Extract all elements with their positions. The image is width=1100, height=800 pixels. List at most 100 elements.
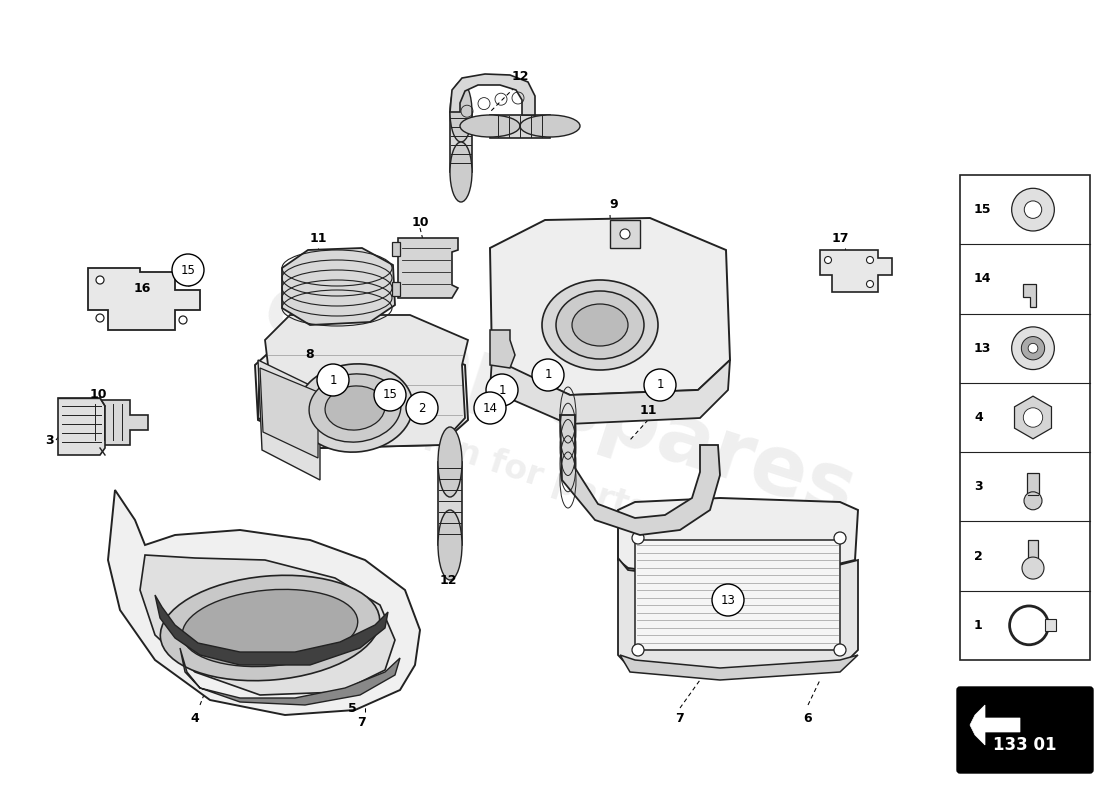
Polygon shape	[58, 398, 104, 455]
Polygon shape	[398, 238, 458, 298]
Circle shape	[834, 532, 846, 544]
Ellipse shape	[520, 115, 580, 137]
Text: 1: 1	[974, 619, 982, 632]
Text: 3: 3	[974, 480, 982, 494]
Text: 15: 15	[180, 263, 196, 277]
Text: 4: 4	[974, 411, 982, 424]
Polygon shape	[618, 498, 858, 578]
Polygon shape	[392, 282, 400, 296]
Polygon shape	[620, 655, 858, 680]
Polygon shape	[258, 315, 468, 448]
Polygon shape	[155, 595, 388, 665]
Text: 12: 12	[512, 70, 529, 82]
Polygon shape	[490, 218, 730, 395]
Text: 16: 16	[133, 282, 151, 294]
Circle shape	[825, 257, 832, 263]
Polygon shape	[1045, 619, 1056, 631]
Ellipse shape	[438, 510, 462, 580]
Circle shape	[96, 314, 104, 322]
Circle shape	[644, 369, 676, 401]
Polygon shape	[282, 248, 395, 325]
Ellipse shape	[572, 304, 628, 346]
Polygon shape	[618, 558, 858, 675]
Circle shape	[712, 584, 744, 616]
Text: 3: 3	[46, 434, 54, 446]
Ellipse shape	[309, 374, 400, 442]
Ellipse shape	[183, 590, 358, 666]
Text: 12: 12	[439, 574, 456, 586]
Text: 14: 14	[974, 273, 991, 286]
Text: 1: 1	[329, 374, 337, 386]
Polygon shape	[450, 74, 535, 115]
Polygon shape	[610, 220, 640, 248]
Circle shape	[532, 359, 564, 391]
Text: 11: 11	[309, 231, 327, 245]
Text: 15: 15	[974, 203, 991, 216]
Polygon shape	[258, 360, 320, 480]
Polygon shape	[1023, 284, 1036, 307]
Circle shape	[96, 276, 104, 284]
Polygon shape	[392, 242, 400, 256]
Polygon shape	[490, 330, 515, 368]
Text: 7: 7	[675, 711, 684, 725]
Text: 10: 10	[411, 215, 429, 229]
Polygon shape	[450, 112, 472, 172]
Text: 2: 2	[974, 550, 982, 562]
Text: 133 01: 133 01	[993, 736, 1057, 754]
Circle shape	[1012, 188, 1054, 231]
Text: 1: 1	[544, 369, 552, 382]
Circle shape	[632, 644, 644, 656]
Circle shape	[1024, 492, 1042, 510]
Polygon shape	[1027, 473, 1040, 494]
Ellipse shape	[438, 427, 462, 497]
Circle shape	[1022, 337, 1045, 360]
Polygon shape	[438, 462, 462, 545]
Polygon shape	[635, 540, 840, 650]
Text: 13: 13	[974, 342, 991, 354]
Circle shape	[172, 254, 204, 286]
FancyBboxPatch shape	[957, 687, 1093, 773]
Text: 9: 9	[609, 198, 618, 211]
Circle shape	[620, 229, 630, 239]
Text: 11: 11	[639, 403, 657, 417]
Polygon shape	[1014, 396, 1052, 439]
Circle shape	[1012, 327, 1054, 370]
Circle shape	[406, 392, 438, 424]
Circle shape	[474, 392, 506, 424]
Polygon shape	[108, 490, 420, 715]
Circle shape	[1024, 201, 1042, 218]
Circle shape	[867, 257, 873, 263]
Circle shape	[867, 281, 873, 287]
Circle shape	[1023, 408, 1043, 427]
Text: 13: 13	[720, 594, 736, 606]
Text: 7: 7	[358, 715, 366, 729]
Polygon shape	[490, 358, 730, 424]
Polygon shape	[140, 555, 395, 695]
Text: 5: 5	[348, 702, 356, 714]
Text: 2: 2	[418, 402, 426, 414]
Circle shape	[317, 364, 349, 396]
Text: 1: 1	[498, 383, 506, 397]
Circle shape	[374, 379, 406, 411]
Polygon shape	[560, 415, 720, 535]
Circle shape	[834, 644, 846, 656]
Ellipse shape	[326, 386, 385, 430]
Ellipse shape	[542, 280, 658, 370]
Polygon shape	[490, 115, 550, 138]
Polygon shape	[260, 368, 318, 458]
Text: 4: 4	[190, 711, 199, 725]
Ellipse shape	[161, 575, 380, 681]
Text: 17: 17	[832, 231, 849, 245]
Polygon shape	[88, 400, 148, 445]
Text: 8: 8	[306, 347, 315, 361]
Circle shape	[1022, 557, 1044, 579]
Text: 14: 14	[483, 402, 497, 414]
Text: europ spares: europ spares	[254, 266, 866, 534]
Text: 15: 15	[383, 389, 397, 402]
Ellipse shape	[450, 82, 472, 142]
Text: a passion for parts since 1985: a passion for parts since 1985	[305, 386, 855, 594]
Polygon shape	[88, 268, 200, 330]
Circle shape	[486, 374, 518, 406]
Polygon shape	[960, 175, 1090, 660]
Polygon shape	[1028, 540, 1038, 562]
